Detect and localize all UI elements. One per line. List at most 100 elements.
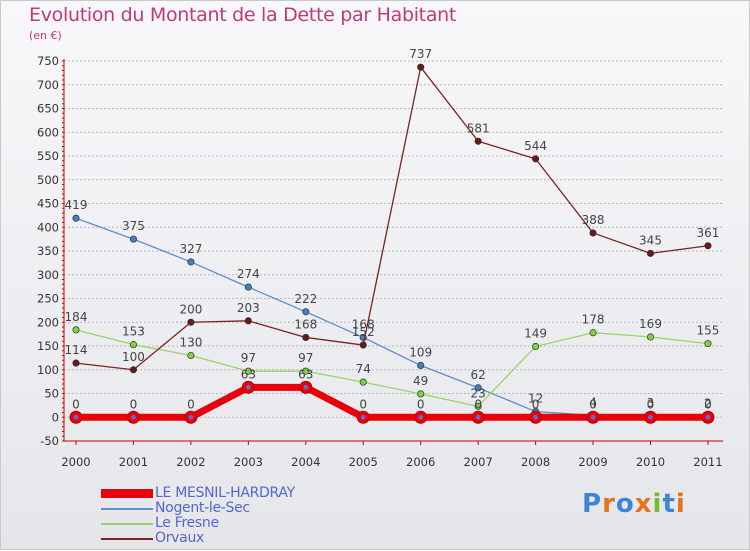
legend-label: Orvaux — [155, 530, 204, 546]
data-label: 178 — [582, 313, 605, 327]
data-label: 155 — [696, 324, 719, 338]
data-label: 0 — [532, 397, 540, 411]
data-point-center — [418, 414, 424, 420]
x-tick-label: 2009 — [578, 455, 607, 469]
data-point — [302, 333, 310, 342]
data-label: 0 — [417, 397, 425, 411]
data-label: 361 — [696, 226, 719, 240]
y-tick-label: 750 — [37, 54, 59, 68]
data-point — [187, 351, 195, 360]
data-point — [646, 333, 655, 341]
data-point — [474, 402, 482, 410]
x-tick-label: 2003 — [234, 455, 263, 469]
legend-label: Le Fresne — [155, 515, 219, 531]
x-tick-label: 2007 — [464, 455, 493, 469]
logo-letter: x — [634, 489, 653, 519]
y-tick-label: 350 — [37, 244, 59, 258]
data-label: 0 — [359, 397, 367, 411]
y-tick-label: 500 — [37, 173, 59, 187]
data-point — [417, 63, 425, 71]
data-point — [532, 342, 540, 351]
data-point-center — [188, 414, 194, 420]
x-tick-label: 2000 — [61, 455, 90, 469]
data-point — [244, 367, 252, 375]
data-point — [359, 378, 367, 386]
data-label: 419 — [65, 198, 88, 212]
data-label: 100 — [122, 350, 145, 364]
data-point-center — [303, 384, 309, 390]
data-label: 109 — [409, 345, 432, 359]
data-label: 4 — [589, 395, 597, 409]
data-point — [302, 308, 310, 316]
data-label: 327 — [179, 242, 202, 256]
data-point — [72, 359, 80, 367]
data-label: 130 — [179, 336, 202, 350]
data-point — [417, 361, 425, 370]
data-point — [474, 137, 482, 145]
legend-swatch — [101, 489, 153, 498]
data-label: 153 — [122, 325, 145, 339]
data-label: 168 — [352, 317, 375, 331]
data-point-center — [475, 414, 481, 420]
legend-label: LE MESNIL-HARDRAY — [155, 485, 295, 501]
data-label: 184 — [65, 310, 88, 324]
data-point — [474, 384, 482, 392]
legend-swatch — [101, 538, 153, 540]
logo-letter: o — [615, 489, 635, 519]
data-point — [129, 366, 138, 374]
data-label: 0 — [130, 397, 138, 411]
data-label: 97 — [298, 351, 313, 365]
chart-subtitle: (en €) — [29, 29, 62, 42]
x-tick-label: 2011 — [693, 455, 722, 469]
proxiti-logo: Proxiti — [582, 489, 686, 519]
data-label: 63 — [241, 367, 256, 381]
y-tick-label: 550 — [37, 149, 59, 163]
data-point — [704, 340, 712, 348]
y-tick-label: 600 — [37, 125, 59, 139]
data-label: 62 — [471, 368, 486, 382]
series-line — [75, 66, 709, 371]
data-point-center — [131, 414, 136, 420]
data-label: 2 — [704, 396, 712, 410]
logo-letter: i — [652, 489, 663, 519]
data-point — [532, 155, 540, 163]
data-label: 274 — [237, 267, 260, 281]
data-point — [417, 390, 425, 398]
data-label: 345 — [639, 233, 662, 247]
logo-letter: P — [582, 489, 603, 519]
data-label: 0 — [704, 397, 712, 411]
data-point — [302, 367, 310, 375]
data-label: 149 — [524, 326, 547, 340]
logo-letter: t — [662, 489, 676, 519]
data-label: 74 — [356, 362, 371, 376]
y-tick-label: 450 — [37, 197, 59, 211]
logo-letter: r — [602, 489, 616, 519]
data-label: 388 — [582, 213, 605, 227]
y-tick-label: 50 — [44, 387, 59, 401]
logo-letter: i — [675, 489, 686, 519]
series-line — [75, 217, 709, 417]
data-point — [704, 242, 712, 250]
data-point — [244, 317, 252, 325]
y-tick-label: 250 — [37, 292, 59, 306]
data-label: 0 — [72, 397, 80, 411]
data-point — [589, 329, 597, 337]
y-tick-label: 650 — [37, 102, 59, 116]
x-tick-label: 2010 — [636, 455, 665, 469]
y-tick-label: 150 — [37, 339, 59, 353]
series-line — [72, 383, 712, 421]
y-tick-label: -50 — [40, 434, 59, 448]
data-point — [187, 318, 195, 326]
data-point — [129, 235, 138, 243]
data-point-center — [360, 414, 366, 420]
data-label: 97 — [241, 351, 256, 365]
data-label: 63 — [298, 367, 313, 381]
data-point-center — [705, 414, 711, 420]
data-point — [129, 341, 138, 349]
data-label: 169 — [639, 317, 662, 331]
y-tick-label: 700 — [37, 78, 59, 92]
data-point-center — [590, 414, 596, 420]
data-label: 200 — [179, 302, 202, 316]
